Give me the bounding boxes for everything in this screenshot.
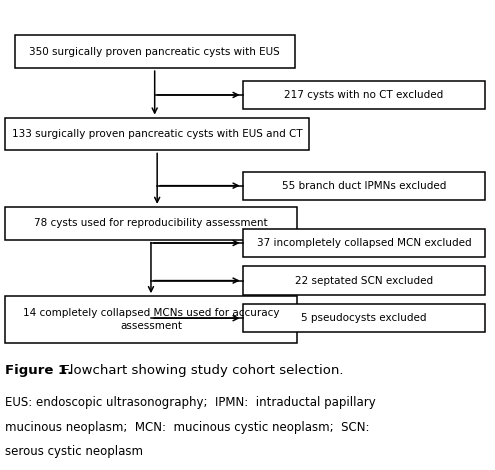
Text: 350 surgically proven pancreatic cysts with EUS: 350 surgically proven pancreatic cysts w… [29, 47, 280, 57]
Text: EUS: endoscopic ultrasonography;  IPMN:  intraductal papillary: EUS: endoscopic ultrasonography; IPMN: i… [5, 396, 376, 409]
Bar [243, 266, 485, 295]
Text: Flowchart showing study cohort selection.: Flowchart showing study cohort selection… [58, 364, 344, 377]
Bar [243, 81, 485, 109]
Bar [243, 172, 485, 200]
Text: 133 surgically proven pancreatic cysts with EUS and CT: 133 surgically proven pancreatic cysts w… [12, 129, 302, 139]
Text: 14 completely collapsed MCNs used for accuracy
assessment: 14 completely collapsed MCNs used for ac… [23, 308, 279, 331]
Text: 37 incompletely collapsed MCN excluded: 37 incompletely collapsed MCN excluded [256, 238, 471, 248]
Text: 217 cysts with no CT excluded: 217 cysts with no CT excluded [284, 90, 444, 100]
Bar [5, 118, 309, 150]
Bar [243, 304, 485, 332]
Bar [15, 35, 295, 68]
Text: 78 cysts used for reproducibility assessment: 78 cysts used for reproducibility assess… [34, 218, 268, 228]
Text: 55 branch duct IPMNs excluded: 55 branch duct IPMNs excluded [282, 180, 446, 191]
Bar [5, 296, 297, 343]
Text: 5 pseudocysts excluded: 5 pseudocysts excluded [301, 313, 427, 323]
Text: serous cystic neoplasm: serous cystic neoplasm [5, 445, 143, 458]
Bar [243, 229, 485, 257]
Bar [5, 207, 297, 240]
Text: 22 septated SCN excluded: 22 septated SCN excluded [295, 275, 433, 286]
Text: mucinous neoplasm;  MCN:  mucinous cystic neoplasm;  SCN:: mucinous neoplasm; MCN: mucinous cystic … [5, 421, 369, 434]
Text: Figure 1.: Figure 1. [5, 364, 72, 377]
